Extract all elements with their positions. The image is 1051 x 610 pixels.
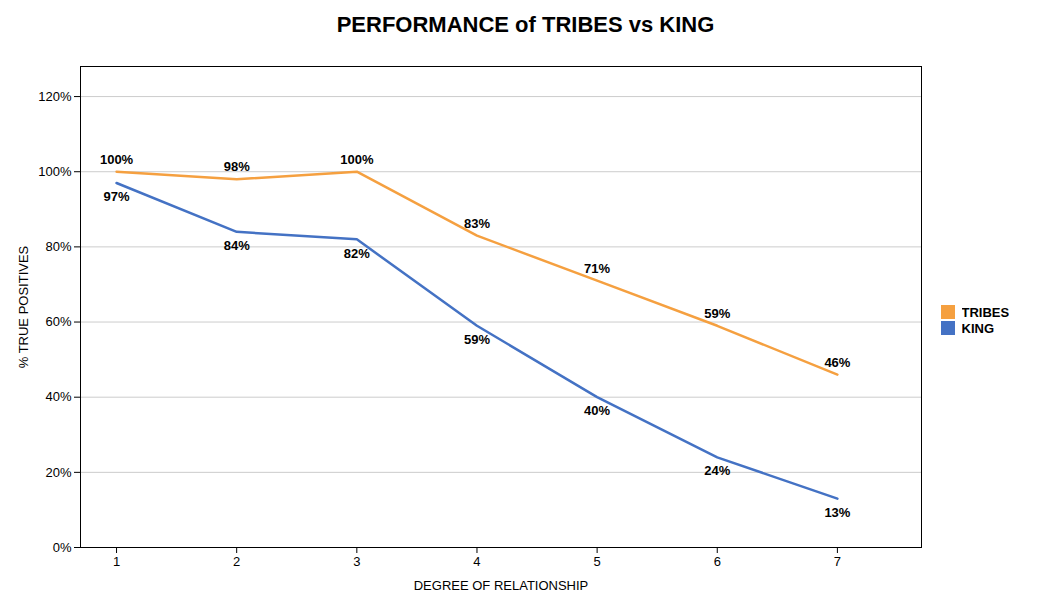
svg-text:3: 3 — [353, 554, 360, 569]
svg-text:40%: 40% — [45, 389, 71, 404]
svg-text:98%: 98% — [224, 159, 250, 174]
svg-text:24%: 24% — [704, 463, 730, 478]
svg-text:0%: 0% — [53, 540, 72, 555]
svg-text:60%: 60% — [45, 314, 71, 329]
html-text:TRIBES: TRIBES — [961, 304, 1010, 320]
svg-text:59%: 59% — [704, 306, 730, 321]
svg-text:20%: 20% — [45, 465, 71, 480]
svg-text:13%: 13% — [824, 505, 850, 520]
svg-text:83%: 83% — [464, 216, 490, 231]
svg-text:DEGREE OF RELATIONSHIP: DEGREE OF RELATIONSHIP — [414, 578, 589, 593]
svg-text:1: 1 — [113, 554, 120, 569]
svg-text:4: 4 — [473, 554, 480, 569]
svg-text:100%: 100% — [340, 152, 374, 167]
svg-text:82%: 82% — [344, 246, 370, 261]
svg-text:40%: 40% — [584, 403, 610, 418]
svg-text:2: 2 — [233, 554, 240, 569]
svg-text:5: 5 — [593, 554, 600, 569]
svg-text:% TRUE POSITIVES: % TRUE POSITIVES — [16, 245, 31, 368]
svg-text:6: 6 — [714, 554, 721, 569]
html-text:PERFORMANCE of TRIBES vs KING: PERFORMANCE of TRIBES vs KING — [336, 12, 715, 37]
svg-text:7: 7 — [834, 554, 841, 569]
svg-text:84%: 84% — [224, 238, 250, 253]
svg-text:97%: 97% — [104, 189, 130, 204]
svg-text:100%: 100% — [38, 164, 72, 179]
svg-text:100%: 100% — [100, 152, 134, 167]
svg-text:71%: 71% — [584, 261, 610, 276]
svg-text:80%: 80% — [45, 239, 71, 254]
svg-text:120%: 120% — [38, 89, 72, 104]
html-text:KING: KING — [961, 320, 994, 336]
svg-text:59%: 59% — [464, 332, 490, 347]
svg-text:46%: 46% — [824, 355, 850, 370]
